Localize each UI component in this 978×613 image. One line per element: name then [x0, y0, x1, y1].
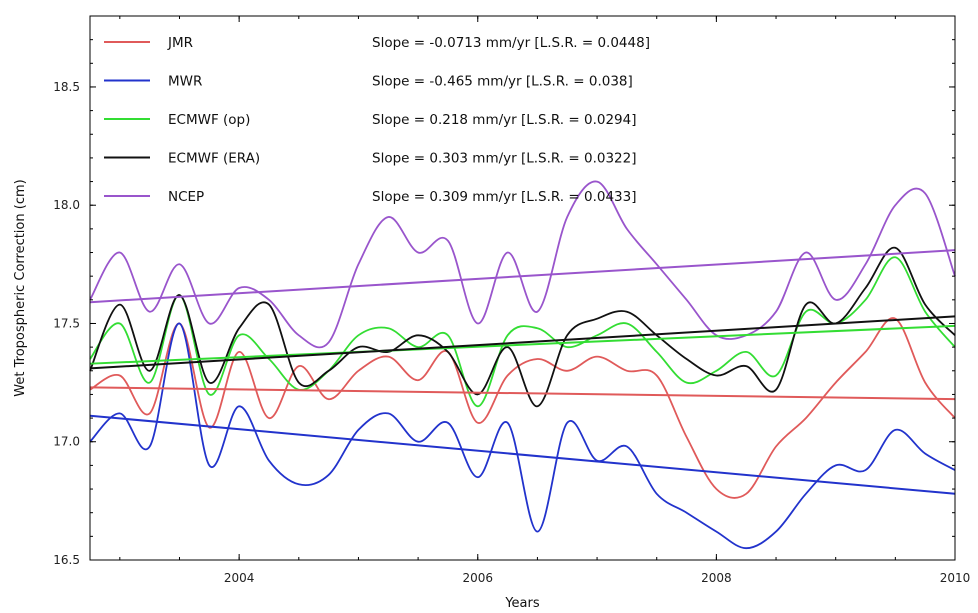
- trend-line-jmr: [89, 386, 956, 401]
- trend-line-mwr: [89, 414, 956, 495]
- x-tick-label: 2004: [224, 571, 255, 585]
- series-layer: [89, 180, 956, 550]
- legend-label-jmr: JMR: [167, 35, 193, 51]
- legend-label-ecmwf-op: ECMWF (op): [168, 112, 250, 128]
- x-tick-label: 2008: [701, 571, 732, 585]
- plot-frame: [89, 15, 956, 561]
- slope-annotation-ecmwf-era: Slope = 0.303 mm/yr [L.S.R. = 0.0322]: [372, 151, 637, 167]
- trend-layer: [89, 249, 956, 495]
- x-tick-label: 2006: [462, 571, 493, 585]
- legend-label-mwr: MWR: [168, 74, 202, 90]
- series-line-mwr: [89, 322, 956, 550]
- series-line-ncep: [89, 180, 956, 349]
- y-tick-label: 16.5: [53, 553, 80, 567]
- y-tick-label: 18.0: [53, 198, 80, 212]
- y-tick-label: 17.0: [53, 435, 80, 449]
- x-axis-label: Years: [504, 596, 540, 611]
- trend-line-ecmwf-op: [89, 324, 956, 365]
- series-line-jmr: [89, 317, 956, 499]
- legend-label-ecmwf-era: ECMWF (ERA): [168, 151, 260, 167]
- tick-layer: 2004 2006 2008 2010 16.5 17.0 17.5 18.0 18.5: [53, 15, 971, 585]
- y-tick-label: 18.5: [53, 80, 80, 94]
- slope-annotation-ecmwf-op: Slope = 0.218 mm/yr [L.S.R. = 0.0294]: [372, 112, 637, 128]
- legend: JMR Slope = -0.0713 mm/yr [L.S.R. = 0.044…: [104, 35, 650, 205]
- series-line-ecmwf-op: [89, 256, 956, 408]
- slope-annotation-jmr: Slope = -0.0713 mm/yr [L.S.R. = 0.0448]: [372, 35, 650, 51]
- trend-line-ecmwf-era: [89, 315, 956, 370]
- trend-line-ncep: [89, 249, 956, 304]
- x-tick-label: 2010: [940, 571, 971, 585]
- slope-annotation-ncep: Slope = 0.309 mm/yr [L.S.R. = 0.0433]: [372, 189, 637, 205]
- slope-annotation-mwr: Slope = -0.465 mm/yr [L.S.R. = 0.038]: [372, 74, 633, 90]
- y-axis-label: Wet Tropospheric Correction (cm): [13, 179, 28, 396]
- legend-label-ncep: NCEP: [168, 189, 204, 205]
- series-line-ecmwf-era: [89, 246, 956, 408]
- y-tick-label: 17.5: [53, 316, 80, 330]
